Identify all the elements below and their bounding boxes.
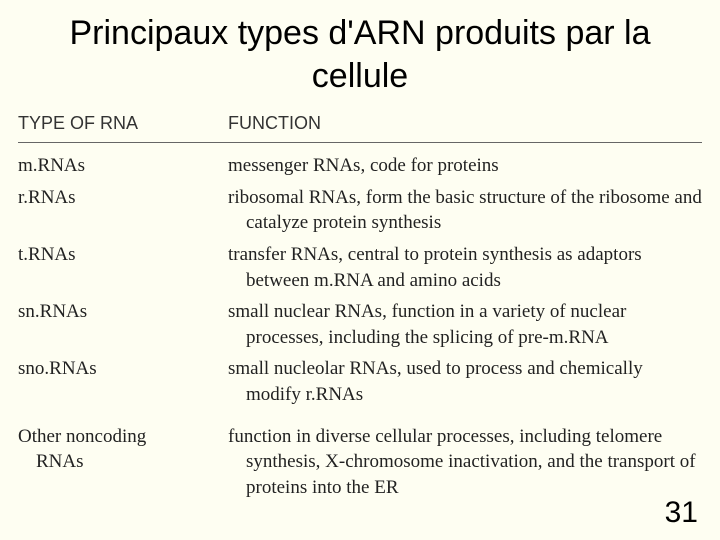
cell-type: m.RNAs xyxy=(18,153,228,179)
rna-table: TYPE OF RNA FUNCTION m.RNAs messenger RN… xyxy=(0,113,720,501)
cell-function: small nuclear RNAs, function in a variet… xyxy=(246,299,702,350)
table-row: m.RNAs messenger RNAs, code for proteins xyxy=(18,153,702,179)
cell-type: r.RNAs xyxy=(18,185,228,236)
table-row: r.RNAs ribosomal RNAs, form the basic st… xyxy=(18,185,702,236)
table-row: t.RNAs transfer RNAs, central to protein… xyxy=(18,242,702,293)
header-function: FUNCTION xyxy=(228,113,702,134)
cell-type: sno.RNAs xyxy=(18,356,228,407)
table-row: sno.RNAs small nucleolar RNAs, used to p… xyxy=(18,356,702,407)
cell-type-line2: RNAs xyxy=(18,449,84,475)
table-row: sn.RNAs small nuclear RNAs, function in … xyxy=(18,299,702,350)
cell-type-line1: Other noncoding xyxy=(18,426,146,447)
cell-function: function in diverse cellular processes, … xyxy=(246,424,702,501)
cell-type: sn.RNAs xyxy=(18,299,228,350)
cell-type: t.RNAs xyxy=(18,242,228,293)
cell-function: small nucleolar RNAs, used to process an… xyxy=(246,356,702,407)
table-row: Other noncoding RNAs function in diverse… xyxy=(18,424,702,501)
cell-function: messenger RNAs, code for proteins xyxy=(246,153,702,179)
cell-type: Other noncoding RNAs xyxy=(18,424,228,501)
cell-function: transfer RNAs, central to protein synthe… xyxy=(246,242,702,293)
page-title: Principaux types d'ARN produits par la c… xyxy=(0,0,720,113)
row-spacer xyxy=(18,414,702,424)
cell-function: ribosomal RNAs, form the basic structure… xyxy=(246,185,702,236)
table-header-row: TYPE OF RNA FUNCTION xyxy=(18,113,702,143)
page-number: 31 xyxy=(665,496,698,530)
header-type: TYPE OF RNA xyxy=(18,113,228,134)
